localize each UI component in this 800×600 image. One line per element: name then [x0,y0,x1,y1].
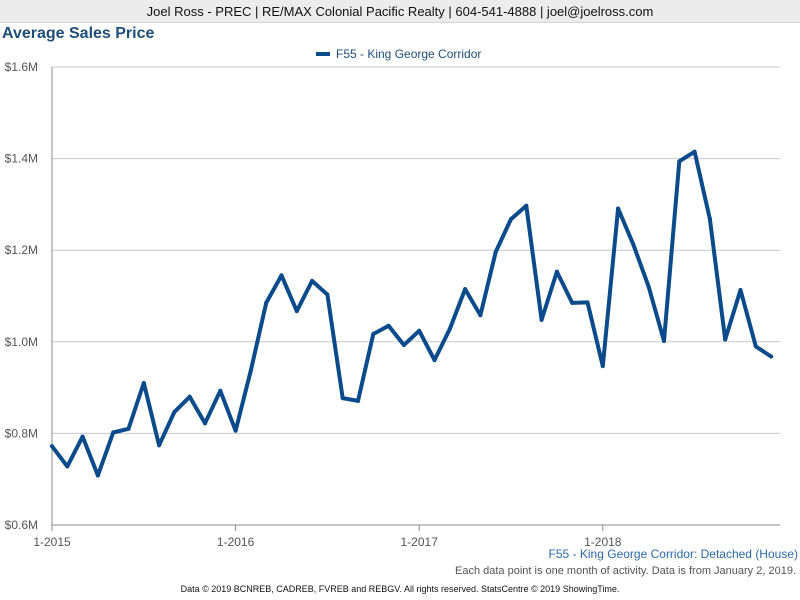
copyright-footer: Data © 2019 BCNREB, CADREB, FVREB and RE… [180,584,620,594]
data-point [356,398,360,403]
data-point [677,159,682,164]
data-point [172,409,177,414]
chart-title: Average Sales Price [2,25,155,42]
data-point [111,430,116,435]
data-point [248,368,253,373]
data-point [50,444,54,449]
data-point [340,396,345,401]
data-point [554,269,559,274]
y-tick-label: $0.8M [5,426,38,440]
data-point [401,343,406,348]
data-point [646,284,651,289]
series-line [50,149,774,478]
data-point [80,434,85,439]
data-point [585,300,590,305]
data-point [447,326,452,331]
axes: $0.6M $0.8M $1.0M $1.2M $1.4M $1.6M 1-2015 1-20… [5,60,622,549]
data-point [417,328,422,333]
header-contact-text: Joel Ross - PREC | RE/MAX Colonial Pacif… [146,3,654,19]
data-point [126,426,131,431]
x-tick-label: 1-2016 [217,535,255,549]
x-tick-label: 1-2017 [401,535,439,549]
legend: F55 - King George Corridor [316,47,481,61]
data-point [692,149,697,154]
y-tick-label: $1.4M [5,152,38,166]
data-point [600,364,605,369]
data-point [509,217,513,222]
data-point [738,288,743,293]
data-point [325,292,330,297]
chart-subtitle: F55 - King George Corridor: Detached (Ho… [548,547,798,561]
y-tick-label: $0.6M [5,518,38,532]
series-layer [50,149,774,478]
data-point [524,203,529,208]
y-tick-label: $1.2M [5,243,38,257]
data-point [218,388,223,393]
y-tick-label: $1.0M [5,335,38,349]
data-point [753,344,758,349]
x-tick-label: 1-2018 [584,535,622,549]
data-point [371,332,376,337]
data-note: Each data point is one month of activity… [455,565,796,577]
data-point [187,394,192,399]
data-point [203,421,207,426]
data-point [233,428,238,433]
data-point [157,443,162,448]
legend-label: F55 - King George Corridor [336,47,481,61]
data-point [570,300,575,305]
data-point [769,354,774,359]
y-tick-label: $1.6M [5,60,38,74]
data-point [294,309,299,314]
grid-lines [52,66,780,526]
data-point [463,287,468,292]
data-point [386,323,391,328]
data-point [539,317,544,322]
data-point [723,337,728,342]
data-point [493,250,498,255]
data-point [432,358,437,363]
data-point [616,206,621,211]
x-tick-label: 1-2015 [33,535,71,549]
data-point [707,217,712,222]
data-point [141,381,146,386]
data-point [310,278,315,283]
data-point [279,273,284,278]
data-point [95,473,100,478]
data-point [631,242,636,247]
data-point [65,464,70,469]
data-point [478,313,483,318]
data-point [264,300,269,305]
header-contact-bar: Joel Ross - PREC | RE/MAX Colonial Pacif… [0,0,800,23]
data-point [662,338,666,343]
